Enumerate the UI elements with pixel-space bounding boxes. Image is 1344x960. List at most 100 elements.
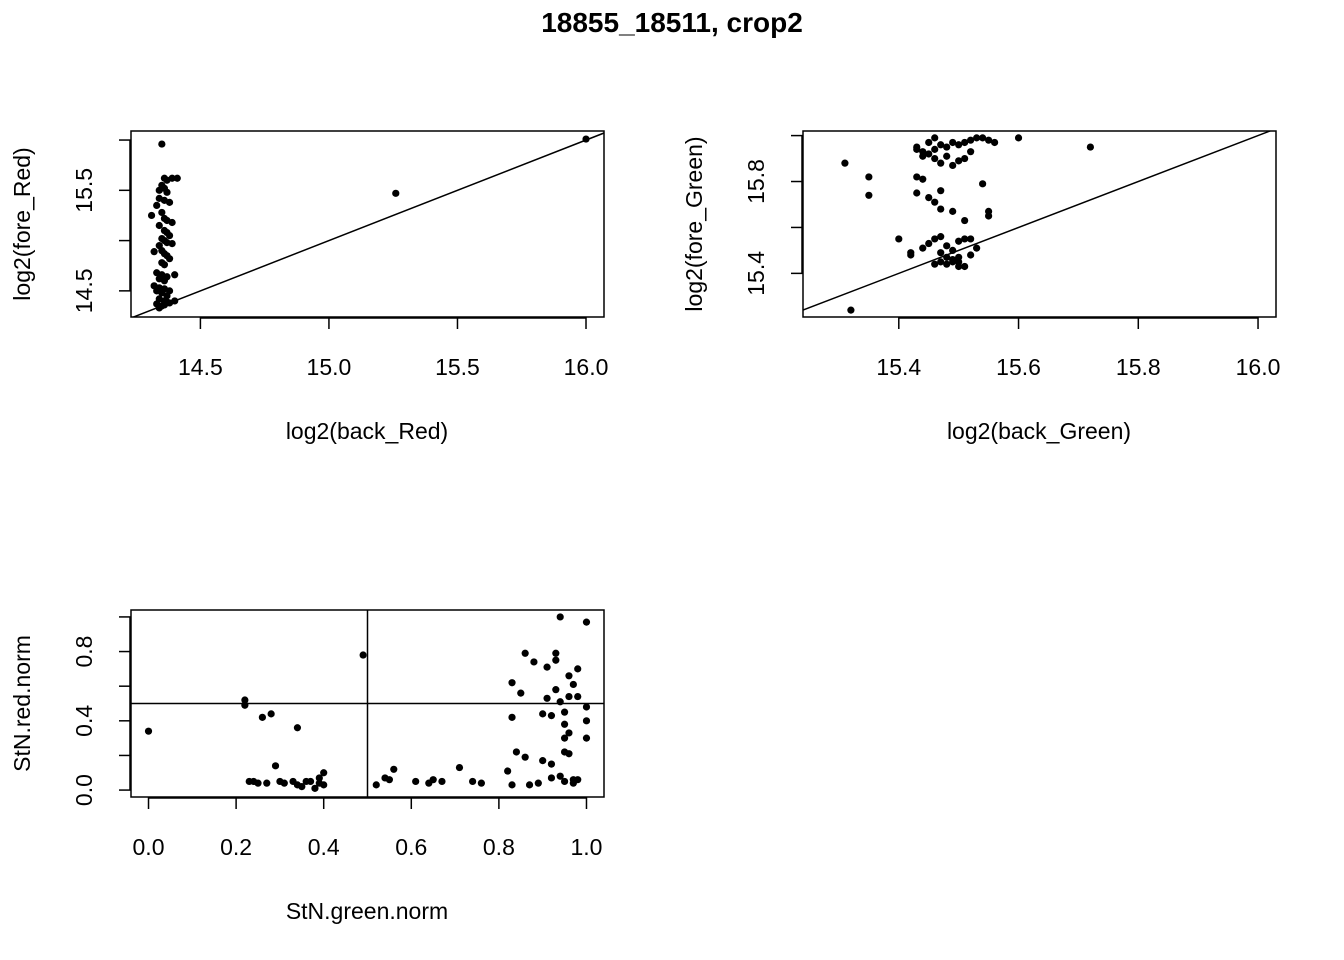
- data-point: [165, 198, 174, 206]
- data-point: [569, 680, 577, 689]
- data-point: [556, 698, 564, 706]
- data-point: [955, 258, 963, 266]
- data-point: [254, 779, 262, 787]
- data-point: [560, 777, 569, 786]
- data-point: [530, 658, 538, 666]
- data-point: [455, 763, 464, 772]
- data-point: [931, 154, 939, 163]
- data-point: [574, 776, 582, 784]
- data-point: [943, 152, 951, 160]
- data-point: [913, 189, 921, 197]
- data-point: [973, 244, 981, 252]
- plot-frame: [802, 130, 1277, 318]
- data-point: [949, 161, 957, 170]
- data-point: [552, 686, 560, 694]
- x-axis: 14.5 15.0 15.5 16.0 log2(back_Red): [178, 317, 608, 444]
- data-point: [412, 777, 420, 786]
- plot-red: 14.5 15.0 15.5 16.0 log2(back_Red) 14.5 15.5 lo…: [9, 130, 608, 444]
- data-point: [967, 251, 975, 259]
- y-tick-label: 15.4: [743, 251, 769, 296]
- data-point: [865, 191, 873, 199]
- data-point: [392, 189, 400, 197]
- data-point: [477, 779, 485, 787]
- x-tick-label: 14.5: [178, 354, 223, 380]
- x-axis-label: log2(back_Green): [947, 418, 1131, 444]
- y-tick-label: 0.0: [71, 774, 97, 806]
- data-point: [165, 231, 174, 240]
- y-tick-label: 15.8: [743, 159, 769, 204]
- data-point: [841, 159, 849, 167]
- data-point: [955, 157, 963, 165]
- data-point: [438, 777, 446, 786]
- data-point: [931, 145, 939, 153]
- y-tick-label: 0.8: [71, 636, 97, 668]
- data-point: [985, 136, 993, 144]
- data-point: [560, 708, 569, 716]
- data-point: [913, 173, 921, 181]
- data-point: [556, 772, 564, 780]
- data-point: [552, 656, 560, 664]
- data-point: [949, 246, 957, 255]
- data-points: [841, 134, 1094, 314]
- data-point: [582, 618, 591, 626]
- data-point: [574, 665, 582, 673]
- data-point: [937, 258, 945, 266]
- data-point: [949, 258, 957, 266]
- data-point: [359, 651, 367, 659]
- x-axis: 0.0 0.2 0.4 0.6 0.8 1.0 StN.green.norm: [133, 797, 602, 924]
- reference-lines: [803, 131, 1273, 311]
- plot-frame: [130, 130, 605, 318]
- y-axis-label: StN.red.norm: [9, 635, 35, 772]
- data-point: [150, 248, 158, 256]
- y-axis-label: log2(fore_Red): [9, 147, 35, 300]
- data-point: [565, 672, 573, 680]
- data-point: [547, 774, 556, 782]
- data-point: [508, 679, 516, 687]
- data-point: [160, 277, 169, 285]
- x-axis-label: log2(back_Red): [286, 418, 448, 444]
- data-point: [521, 649, 529, 657]
- data-point: [582, 717, 591, 725]
- y-tick-label: 15.5: [71, 168, 97, 213]
- data-point: [158, 140, 166, 148]
- data-point: [943, 260, 951, 268]
- x-tick-label: 15.0: [307, 354, 352, 380]
- data-point: [979, 180, 987, 188]
- data-point: [171, 271, 179, 279]
- data-point: [521, 753, 529, 761]
- data-point: [165, 255, 174, 263]
- data-point: [955, 237, 963, 245]
- data-point: [168, 174, 176, 182]
- x-tick-label: 15.8: [1116, 354, 1161, 380]
- data-point: [990, 138, 999, 147]
- x-tick-label: 0.2: [220, 834, 252, 860]
- y-tick-label: 0.4: [71, 705, 97, 737]
- data-point: [937, 233, 945, 241]
- data-point: [556, 613, 564, 621]
- data-point: [943, 253, 951, 261]
- data-point: [961, 262, 969, 271]
- data-point: [925, 138, 933, 147]
- data-point: [931, 260, 939, 268]
- data-point: [171, 297, 179, 305]
- data-point: [158, 208, 166, 217]
- data-point: [547, 760, 556, 768]
- data-point: [967, 148, 975, 156]
- data-point: [937, 249, 945, 257]
- data-point: [280, 779, 288, 787]
- data-point: [258, 713, 266, 721]
- data-point: [504, 767, 512, 775]
- data-point: [263, 779, 271, 787]
- data-point: [961, 216, 969, 225]
- data-point: [565, 692, 573, 701]
- data-point: [925, 239, 933, 248]
- data-point: [267, 710, 275, 718]
- data-point: [163, 298, 171, 306]
- data-point: [311, 784, 319, 792]
- data-point: [565, 750, 573, 758]
- x-tick-label: 15.6: [996, 354, 1041, 380]
- data-point: [547, 712, 556, 720]
- x-tick-label: 15.4: [876, 354, 921, 380]
